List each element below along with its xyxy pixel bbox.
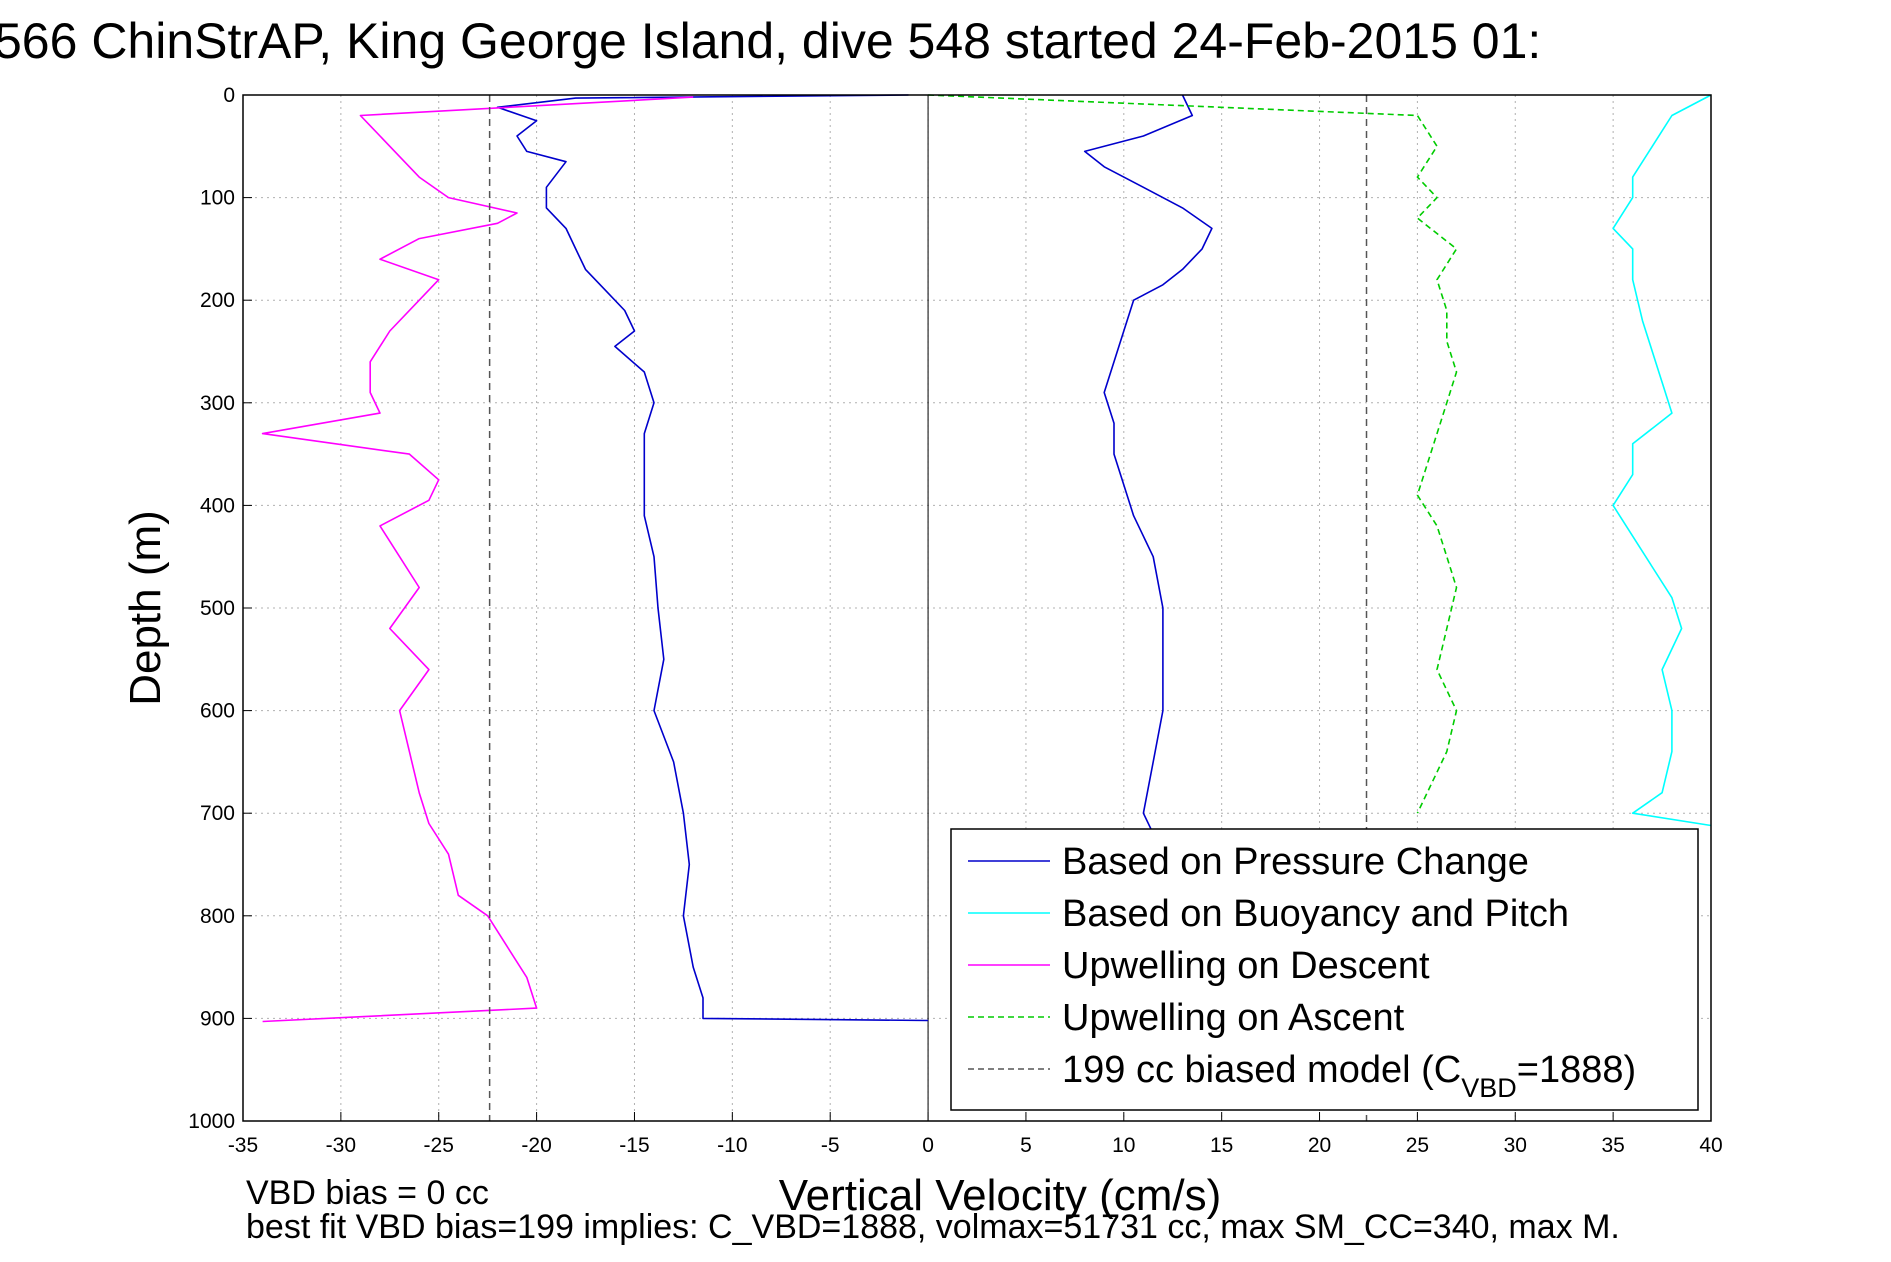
y-tick-label: 900 — [200, 1007, 235, 1030]
legend-label: Based on Buoyancy and Pitch — [1062, 893, 1569, 935]
chart-title: 566 ChinStrAP, King George Island, dive … — [0, 13, 1541, 69]
x-tick-label: -15 — [619, 1134, 649, 1157]
series-line — [1612, 94, 1712, 827]
y-tick-label: 0 — [223, 84, 235, 107]
x-tick-label: -20 — [521, 1134, 551, 1157]
y-tick-label: 500 — [200, 597, 235, 620]
x-tick-label: -10 — [717, 1134, 747, 1157]
y-tick-label: 800 — [200, 905, 235, 928]
x-tick-label: 30 — [1504, 1134, 1527, 1157]
series-2 — [1612, 94, 1712, 827]
y-tick-label: 700 — [200, 802, 235, 825]
series-line — [496, 94, 929, 1022]
x-tick-label: -5 — [821, 1134, 840, 1157]
x-tick-label: 5 — [1020, 1134, 1032, 1157]
legend-box — [950, 828, 1699, 1111]
y-tick-label: 400 — [200, 494, 235, 517]
x-tick-label: 20 — [1308, 1134, 1331, 1157]
x-tick-label: -25 — [424, 1134, 454, 1157]
series-4 — [928, 94, 1458, 814]
series-line — [261, 96, 694, 1023]
series-1 — [1083, 94, 1213, 835]
y-tick-label: 1000 — [188, 1110, 235, 1133]
x-tick-label: -35 — [228, 1134, 258, 1157]
series-0 — [496, 94, 929, 1022]
y-tick-label: 100 — [200, 187, 235, 210]
y-tick-label: 200 — [200, 289, 235, 312]
y-tick-label: 300 — [200, 392, 235, 415]
legend-label: Upwelling on Ascent — [1062, 997, 1405, 1039]
x-tick-label: 35 — [1601, 1134, 1624, 1157]
footer-line-1: VBD bias = 0 cc — [246, 1174, 489, 1212]
axis-ticks: -35 -30 -25 -20 -15 -10 -5 0 5 10 15 20 25 30 35 400100… — [188, 84, 1722, 1157]
x-tick-label: 40 — [1699, 1134, 1722, 1157]
y-axis-label: Depth (m) — [121, 510, 170, 706]
series-line — [928, 94, 1458, 814]
x-axis-label: Vertical Velocity (cm/s) — [779, 1171, 1222, 1220]
x-tick-label: 10 — [1112, 1134, 1135, 1157]
y-tick-label: 600 — [200, 700, 235, 723]
x-tick-label: 0 — [922, 1134, 934, 1157]
legend: Based on Pressure Change Based on Buoyanc… — [950, 828, 1699, 1111]
series-3 — [261, 96, 694, 1023]
x-tick-label: 25 — [1406, 1134, 1429, 1157]
legend-label: Based on Pressure Change — [1062, 841, 1529, 883]
series-line — [1083, 94, 1213, 835]
legend-label-subscript: VBD — [1461, 1073, 1517, 1103]
legend-label: Upwelling on Descent — [1062, 945, 1430, 987]
x-tick-label: 15 — [1210, 1134, 1233, 1157]
legend-label-suffix: =1888) — [1517, 1049, 1636, 1091]
footer-line-2: best fit VBD bias=199 implies: C_VBD=188… — [246, 1208, 1620, 1246]
x-tick-label: -30 — [326, 1134, 356, 1157]
